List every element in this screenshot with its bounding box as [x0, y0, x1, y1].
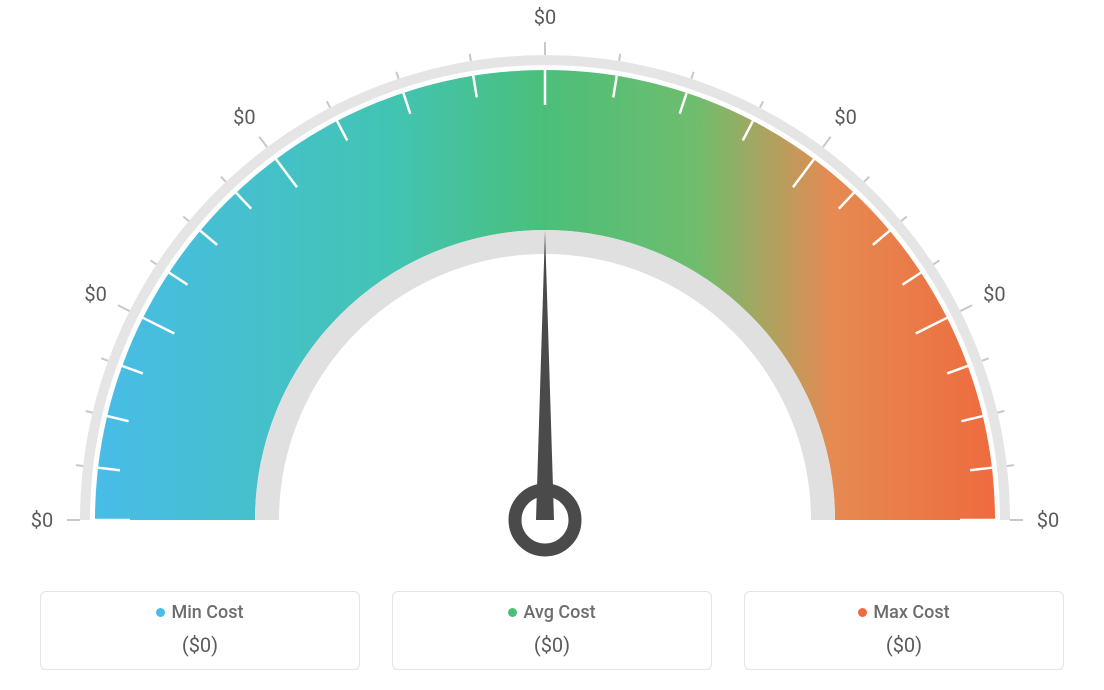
gauge-tick-label: $0 — [233, 105, 255, 129]
legend-label-avg: Avg Cost — [523, 602, 595, 623]
gauge-tick-label: $0 — [84, 282, 106, 306]
legend-dot-icon — [508, 608, 517, 617]
legend-label-min: Min Cost — [171, 602, 243, 623]
legend-card-max: Max Cost ($0) — [744, 591, 1064, 670]
legend-label-max: Max Cost — [873, 602, 949, 623]
legend-value-min: ($0) — [49, 633, 351, 657]
gauge-tick-label: $0 — [834, 105, 856, 129]
gauge-tick-label: $0 — [31, 508, 53, 532]
legend-title-avg: Avg Cost — [401, 602, 703, 623]
legend-title-min: Min Cost — [49, 602, 351, 623]
legend-row: Min Cost ($0) Avg Cost ($0) Max Cost ($0… — [40, 591, 1064, 670]
legend-card-min: Min Cost ($0) — [40, 591, 360, 670]
gauge-tick-label: $0 — [983, 282, 1005, 306]
legend-title-max: Max Cost — [753, 602, 1055, 623]
gauge-svg — [0, 0, 1104, 570]
legend-value-avg: ($0) — [401, 633, 703, 657]
legend-dot-icon — [858, 608, 867, 617]
legend-value-max: ($0) — [753, 633, 1055, 657]
gauge-tick-label: $0 — [1037, 508, 1059, 532]
gauge-tick-label: $0 — [534, 5, 556, 29]
legend-card-avg: Avg Cost ($0) — [392, 591, 712, 670]
legend-dot-icon — [156, 608, 165, 617]
gauge-chart: $0 $0 $0 $0 $0 $0 $0 — [0, 0, 1104, 570]
gauge-cost-widget: $0 $0 $0 $0 $0 $0 $0 Min Cost ($0) Avg Cost ($… — [0, 0, 1104, 690]
